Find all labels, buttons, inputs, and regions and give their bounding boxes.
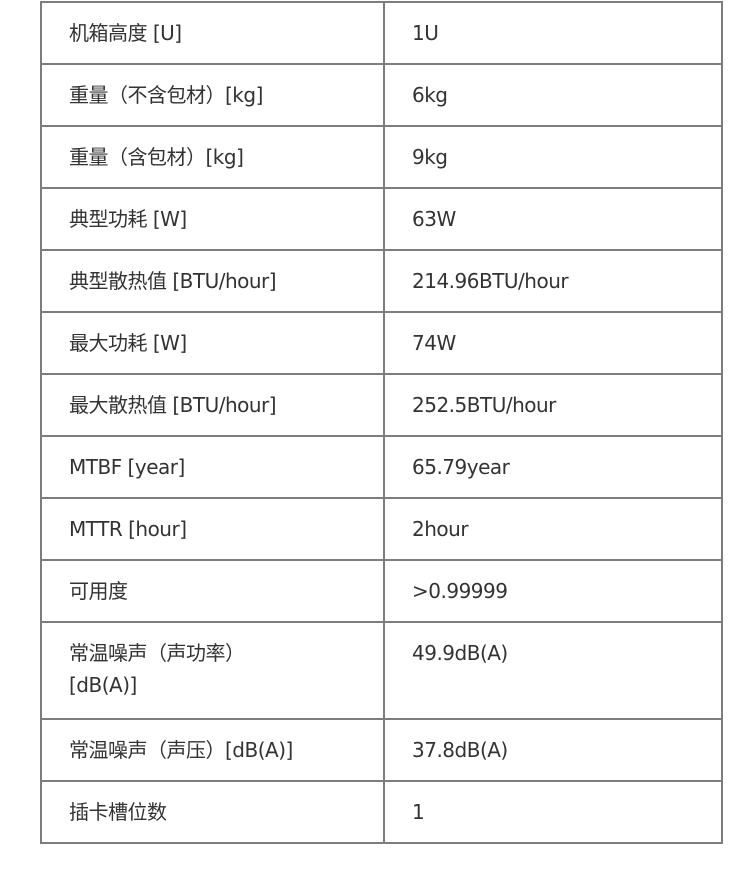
spec-label: 典型散热值 [BTU/hour] — [40, 249, 385, 313]
spec-label: 重量（含包材）[kg] — [40, 125, 385, 189]
table-row: 机箱高度 [U] 1U — [40, 1, 723, 65]
spec-label: 最大功耗 [W] — [40, 311, 385, 375]
spec-value: 1 — [383, 780, 723, 844]
table-row: 最大散热值 [BTU/hour] 252.5BTU/hour — [40, 373, 723, 437]
spec-value: 6kg — [383, 63, 723, 127]
spec-value: >0.99999 — [383, 559, 723, 623]
spec-value: 252.5BTU/hour — [383, 373, 723, 437]
spec-label: MTBF [year] — [40, 435, 385, 499]
spec-value: 2hour — [383, 497, 723, 561]
table-row: MTTR [hour] 2hour — [40, 497, 723, 561]
table-row: 重量（不含包材）[kg] 6kg — [40, 63, 723, 127]
table-row: 插卡槽位数 1 — [40, 780, 723, 844]
spec-value: 74W — [383, 311, 723, 375]
spec-value: 65.79year — [383, 435, 723, 499]
table-row: 典型散热值 [BTU/hour] 214.96BTU/hour — [40, 249, 723, 313]
spec-value: 9kg — [383, 125, 723, 189]
spec-table: 机箱高度 [U] 1U 重量（不含包材）[kg] 6kg 重量（含包材）[kg] 9kg 典… — [40, 1, 723, 844]
table-row: MTBF [year] 65.79year — [40, 435, 723, 499]
spec-label: MTTR [hour] — [40, 497, 385, 561]
spec-label: 典型功耗 [W] — [40, 187, 385, 251]
spec-label: 机箱高度 [U] — [40, 1, 385, 65]
spec-label: 最大散热值 [BTU/hour] — [40, 373, 385, 437]
spec-label: 常温噪声（声压）[dB(A)] — [40, 718, 385, 782]
spec-value: 49.9dB(A) — [383, 621, 723, 720]
table-row: 可用度 >0.99999 — [40, 559, 723, 623]
table-row: 常温噪声（声压）[dB(A)] 37.8dB(A) — [40, 718, 723, 782]
spec-label: 常温噪声（声功率）[dB(A)] — [40, 621, 385, 720]
spec-value: 1U — [383, 1, 723, 65]
spec-value: 214.96BTU/hour — [383, 249, 723, 313]
spec-value: 63W — [383, 187, 723, 251]
spec-label: 可用度 — [40, 559, 385, 623]
spec-label: 重量（不含包材）[kg] — [40, 63, 385, 127]
table-row: 典型功耗 [W] 63W — [40, 187, 723, 251]
table-row: 最大功耗 [W] 74W — [40, 311, 723, 375]
table-row: 重量（含包材）[kg] 9kg — [40, 125, 723, 189]
table-row: 常温噪声（声功率）[dB(A)] 49.9dB(A) — [40, 621, 723, 720]
spec-value: 37.8dB(A) — [383, 718, 723, 782]
spec-label: 插卡槽位数 — [40, 780, 385, 844]
